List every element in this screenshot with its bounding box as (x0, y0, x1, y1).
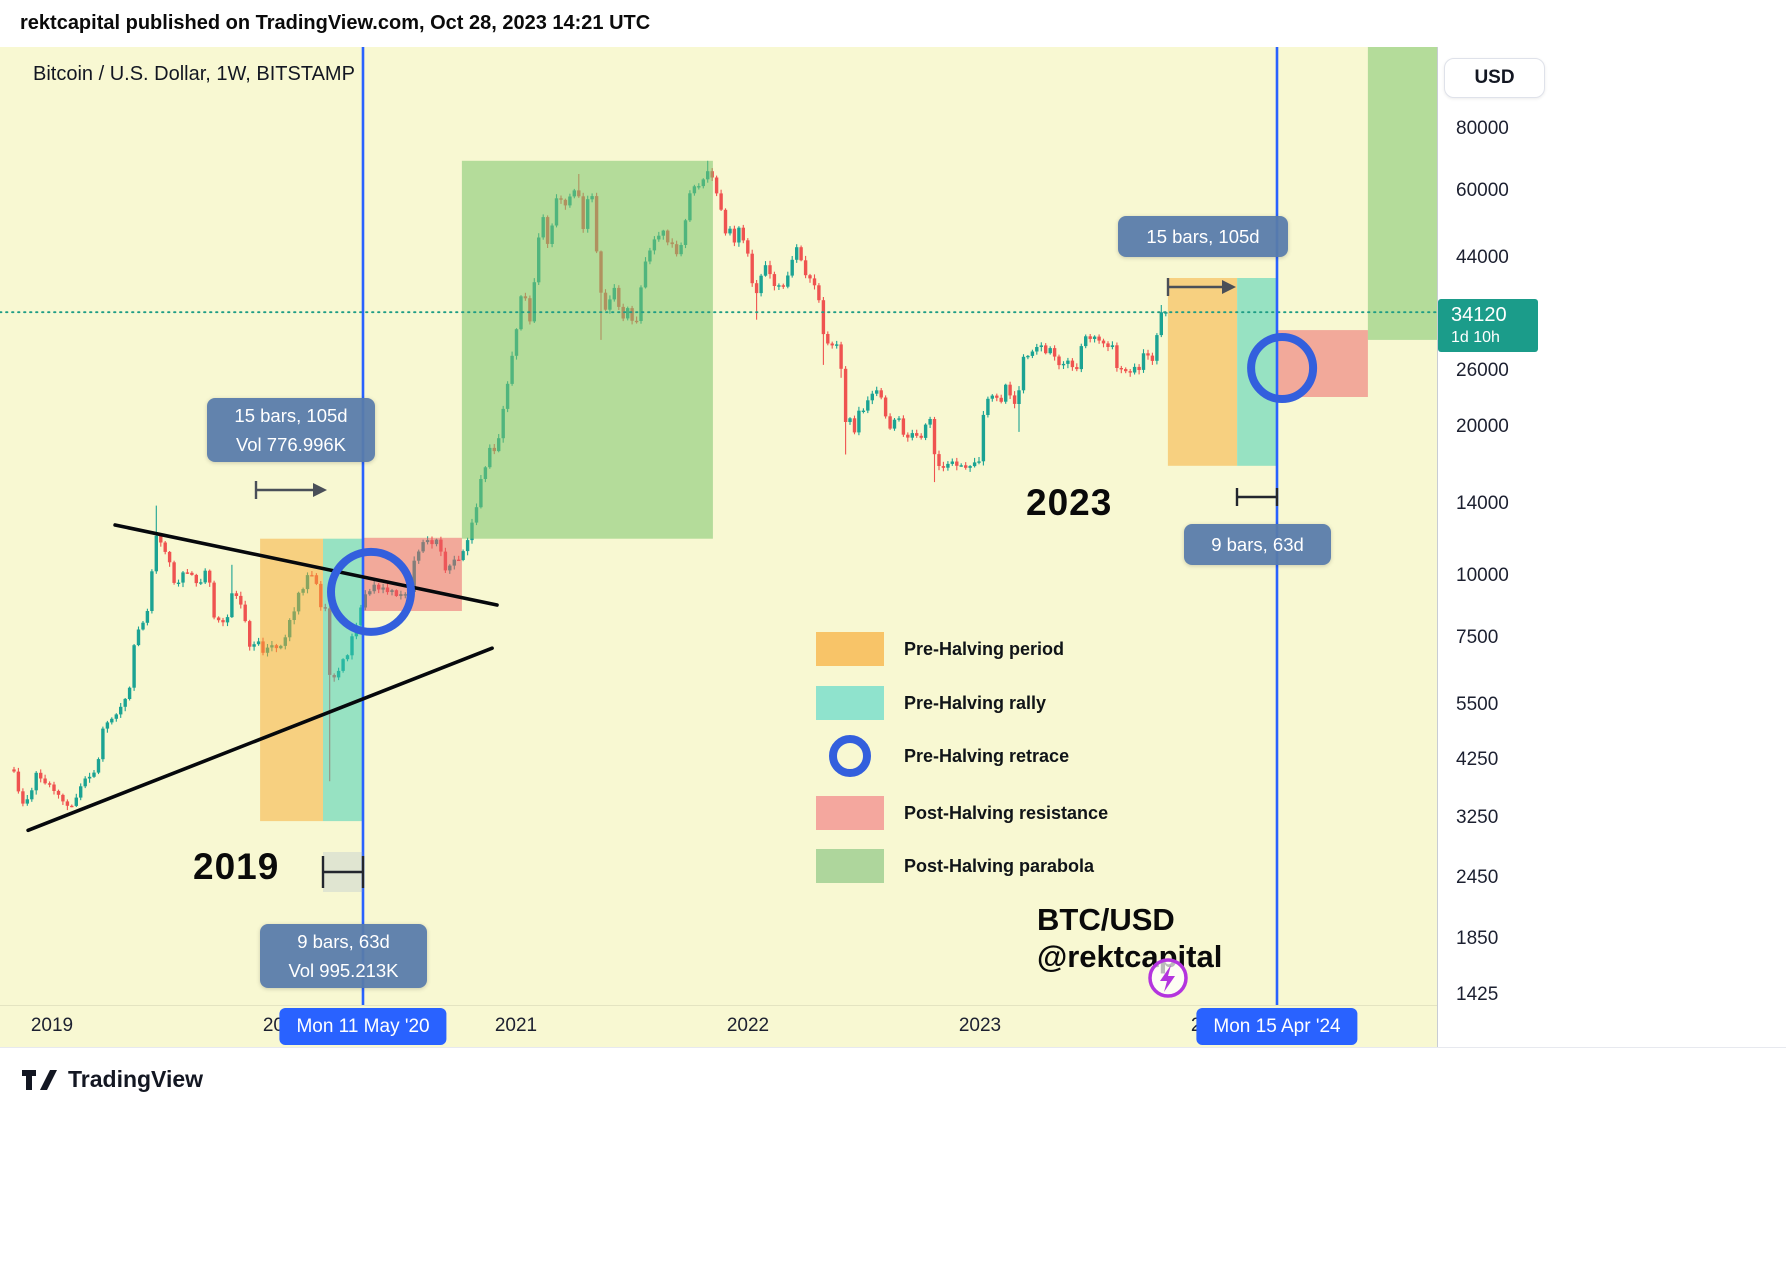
price-tick: 2450 (1456, 867, 1499, 889)
attribution-header: rektcapital published on TradingView.com… (0, 0, 1786, 47)
legend-swatch-teal (816, 686, 884, 720)
measure-badge-line: 15 bars, 105d (234, 405, 348, 426)
legend-label: Pre-Halving retrace (904, 745, 1070, 766)
price-tick: 14000 (1456, 492, 1509, 514)
current-price-badge: 34120 1d 10h (1438, 299, 1538, 353)
measure-badge-line: 15 bars, 105d (1146, 225, 1260, 247)
tradingview-logo[interactable]: TradingView (20, 1066, 203, 1093)
measure-badge-line: 9 bars, 63d (297, 931, 390, 952)
price-tick: 3250 (1456, 806, 1499, 828)
cycle-label-2019: 2019 (193, 846, 280, 887)
watermark: BTC/USD @rektcapital (1037, 901, 1222, 975)
year-label-2021: 2021 (494, 1015, 538, 1036)
price-tick: 60000 (1456, 179, 1509, 201)
legend-item-prehalving-period: Pre-Halving period (816, 632, 1064, 666)
legend-ring-blue-icon (829, 735, 871, 777)
legend-label: Pre-Halving rally (904, 692, 1047, 713)
measure-badge-2024-prehalving[interactable]: 9 bars, 63d (1184, 524, 1331, 565)
measure-badge-line: 9 bars, 63d (1211, 533, 1304, 555)
halving-date-badge-2020[interactable]: Mon 11 May '20 (279, 1008, 447, 1045)
legend-item-prehalving-rally: Pre-Halving rally (816, 686, 1046, 720)
legend-item-prehalving-retrace: Pre-Halving retrace (816, 735, 1069, 777)
measure-badge-2019-rally[interactable]: 15 bars, 105d Vol 776.996K (207, 398, 375, 462)
legend-swatch-pink (816, 796, 884, 830)
legend-swatch-orange (816, 632, 884, 666)
halving-date-badge-2024[interactable]: Mon 15 Apr '24 (1196, 1008, 1358, 1045)
measure-badge-2024-rally[interactable]: 15 bars, 105d (1118, 216, 1288, 257)
price-tick: 1425 (1456, 983, 1499, 1005)
year-label-2023: 2023 (958, 1015, 1002, 1036)
legend-swatch-green (816, 849, 884, 883)
bar-close-countdown: 1d 10h (1451, 329, 1500, 347)
legend-item-posthalving-parabola: Post-Halving parabola (816, 849, 1094, 883)
year-label-2022: 2022 (726, 1015, 770, 1036)
watermark-handle: @rektcapital (1037, 939, 1223, 974)
tradingview-wordmark: TradingView (68, 1066, 204, 1092)
legend-label: Post-Halving parabola (904, 855, 1095, 876)
price-tick: 80000 (1456, 118, 1509, 139)
candlestick-chart (0, 47, 1437, 1005)
footer: TradingView (0, 1047, 1786, 1266)
year-label-2019: 2019 (30, 1015, 74, 1036)
legend-label: Pre-Halving period (904, 638, 1065, 659)
price-tick: 4250 (1456, 749, 1499, 771)
price-tick: 20000 (1456, 416, 1509, 438)
measure-tools-layer[interactable] (254, 278, 1279, 892)
price-tick: 1850 (1456, 927, 1499, 949)
measure-badge-line: Vol 776.996K (235, 434, 347, 455)
current-price-value: 34120 (1451, 304, 1507, 327)
retrace-circles-layer[interactable] (327, 333, 1318, 636)
price-tick: 26000 (1456, 359, 1509, 381)
price-tick: 44000 (1456, 246, 1509, 268)
chart-canvas[interactable]: Bitcoin / U.S. Dollar, 1W, BITSTAMP 15 b… (0, 47, 1437, 1005)
trendlines-layer[interactable] (26, 523, 499, 833)
attribution-text: rektcapital published on TradingView.com… (20, 12, 651, 34)
time-axis[interactable]: 2019 2020 2021 2022 2023 2024 Mon 11 May… (0, 1005, 1437, 1047)
price-tick: 5500 (1456, 693, 1499, 715)
price-tick: 7500 (1456, 626, 1499, 648)
measure-badge-line: Vol 995.213K (288, 960, 399, 981)
price-axis[interactable]: USD 80000 60000 44000 26000 20000 14000 … (1437, 47, 1786, 1047)
legend-label: Post-Halving resistance (904, 802, 1109, 823)
legend-item-posthalving-resistance: Post-Halving resistance (816, 796, 1108, 830)
measure-badge-2019-prehalving[interactable]: 9 bars, 63d Vol 995.213K (260, 924, 427, 988)
cycle-label-2023: 2023 (1026, 482, 1113, 523)
price-tick: 10000 (1456, 565, 1509, 587)
tradingview-logo-icon (22, 1069, 57, 1090)
symbol-title: Bitcoin / U.S. Dollar, 1W, BITSTAMP (33, 63, 355, 85)
currency-toggle-button[interactable]: USD (1444, 58, 1545, 98)
watermark-symbol: BTC/USD (1037, 902, 1175, 937)
